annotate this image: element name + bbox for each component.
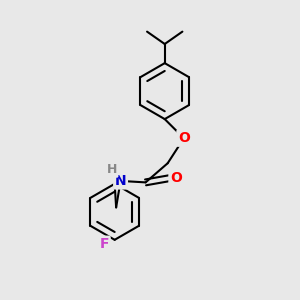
- Text: O: O: [170, 171, 182, 185]
- Text: H: H: [106, 163, 117, 176]
- Text: N: N: [115, 174, 126, 188]
- Text: O: O: [178, 131, 190, 145]
- Text: F: F: [100, 237, 109, 251]
